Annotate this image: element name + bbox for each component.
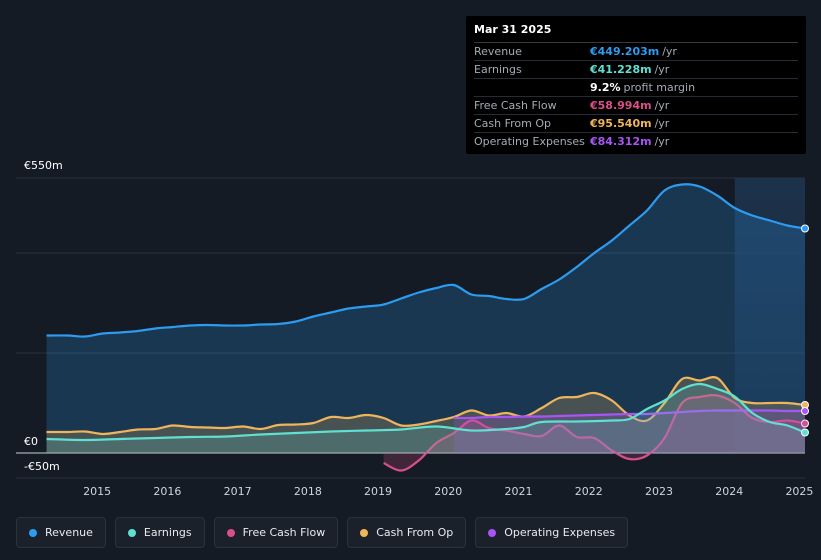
- tooltip-date: Mar 31 2025: [474, 23, 798, 43]
- tooltip-row-unit: profit margin: [623, 81, 696, 94]
- tooltip-row-label: Operating Expenses: [474, 135, 585, 148]
- chart-area: €550m €0 -€50m 2015 2016 2017 2018 2019 2020 2021…: [16, 159, 813, 498]
- legend-dot-icon: [226, 528, 235, 537]
- legend-dot-icon: [127, 528, 136, 537]
- tooltip-panel: Mar 31 2025 Revenue €449.203m/yr Earnings €…: [466, 16, 806, 154]
- tooltip-row-value-group: €95.540m/yr: [590, 115, 669, 132]
- tooltip-row-value: 9.2%: [590, 81, 621, 94]
- legend-item-operating-expenses[interactable]: Operating Expenses: [475, 517, 629, 548]
- free-cash-flow-end-marker: [801, 419, 809, 428]
- x-axis-tick-label: 2021: [505, 485, 533, 498]
- tooltip-row-label: Earnings: [474, 63, 522, 76]
- tooltip-row-value-group: €41.228m/yr: [590, 61, 669, 78]
- y-axis-label: €0: [24, 435, 38, 448]
- tooltip-row-unit: /yr: [662, 45, 677, 58]
- legend-label: Cash From Op: [376, 526, 454, 539]
- revenue-line: [46, 183, 806, 338]
- cash-from-op-area: [46, 377, 805, 453]
- tooltip-row-label: Cash From Op: [474, 117, 552, 130]
- x-axis-tick-label: 2018: [294, 485, 322, 498]
- x-axis-tick-label: 2022: [575, 485, 603, 498]
- free-cash-flow-area: [383, 395, 805, 471]
- x-axis-tick-label: 2017: [224, 485, 252, 498]
- tooltip-row-label: Free Cash Flow: [474, 99, 557, 112]
- tooltip-row: Earnings €41.228m/yr: [474, 61, 798, 79]
- tooltip-row: Free Cash Flow €58.994m/yr: [474, 97, 798, 115]
- legend-item-revenue[interactable]: Revenue: [16, 517, 106, 548]
- tooltip-row-unit: /yr: [654, 117, 670, 130]
- tooltip-row-value: €84.312m: [590, 135, 652, 148]
- tooltip-row-unit: /yr: [654, 63, 670, 76]
- earnings-area: [46, 384, 805, 453]
- legend-dot-icon: [488, 528, 497, 537]
- revenue-area: [46, 184, 805, 453]
- x-axis-tick-label: 2015: [83, 485, 111, 498]
- earnings-end-marker: [801, 428, 809, 437]
- legend-dot-icon: [29, 528, 37, 537]
- y-axis-label: -€50m: [24, 460, 60, 473]
- x-axis-tick-label: 2023: [645, 485, 673, 498]
- legend-label: Earnings: [143, 526, 192, 539]
- tooltip-row-unit: /yr: [654, 99, 670, 112]
- chart-legend: Revenue Earnings Free Cash Flow Cash From O…: [16, 517, 629, 548]
- tooltip-row-value-group: 9.2% profit margin: [590, 79, 695, 96]
- legend-item-earnings[interactable]: Earnings: [114, 517, 205, 548]
- x-axis-tick-label: 2016: [153, 485, 181, 498]
- legend-item-free-cash-flow[interactable]: Free Cash Flow: [213, 517, 339, 548]
- tooltip-row: Cash From Op €95.540m/yr: [474, 115, 798, 133]
- tooltip-row-unit: /yr: [654, 135, 670, 148]
- legend-dot-icon: [360, 528, 369, 537]
- operating-expenses-line: [453, 409, 806, 420]
- earnings-line: [46, 382, 806, 442]
- tooltip-row-value: €449.203m: [590, 45, 660, 58]
- y-axis-label: €550m: [24, 159, 63, 172]
- tooltip-row: Revenue €449.203m/yr: [474, 43, 798, 61]
- x-axis-tick-label: 2024: [715, 485, 743, 498]
- tooltip-row-value: €41.228m: [590, 63, 652, 76]
- operating-expenses-end-marker: [801, 407, 809, 415]
- tooltip-row-value-group: €449.203m/yr: [590, 43, 677, 60]
- legend-label: Free Cash Flow: [242, 526, 326, 539]
- tooltip-row-value: €95.540m: [590, 117, 652, 130]
- tooltip-row-label: Revenue: [474, 45, 522, 58]
- x-axis-tick-label: 2020: [434, 485, 462, 498]
- free-cash-flow-line: [383, 394, 806, 472]
- legend-label: Revenue: [45, 526, 93, 539]
- tooltip-row: 9.2% profit margin: [474, 79, 798, 97]
- tooltip-row-value: €58.994m: [590, 99, 652, 112]
- legend-label: Operating Expenses: [504, 526, 616, 539]
- tooltip-row-value-group: €58.994m/yr: [590, 97, 669, 114]
- legend-item-cash-from-op[interactable]: Cash From Op: [347, 517, 467, 548]
- revenue-end-marker: [801, 224, 809, 233]
- x-axis-tick-label: 2019: [364, 485, 392, 498]
- tooltip-row: Operating Expenses €84.312m/yr: [474, 133, 798, 150]
- x-axis-tick-label: 2025: [785, 485, 813, 498]
- tooltip-row-value-group: €84.312m/yr: [590, 133, 669, 150]
- cash-from-op-line: [46, 376, 806, 436]
